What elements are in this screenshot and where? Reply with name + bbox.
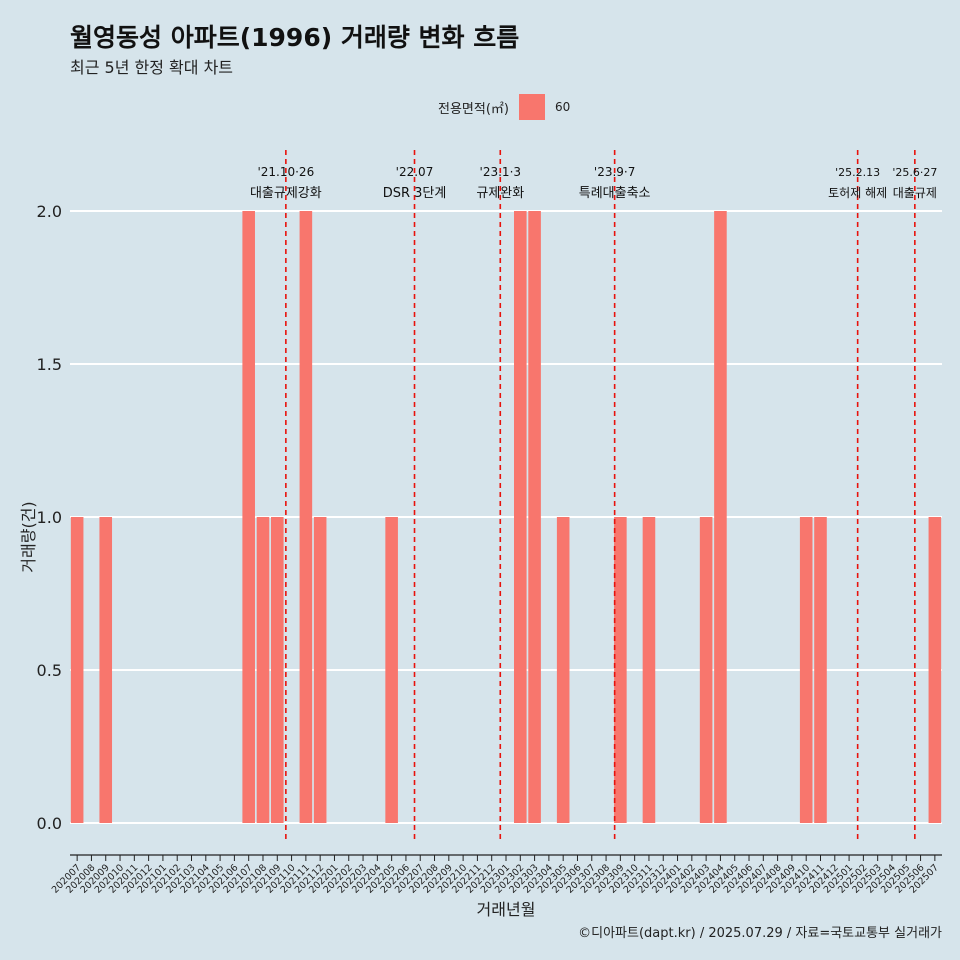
y-tick-label: 2.0 (37, 202, 62, 221)
x-axis-title: 거래년월 (477, 900, 536, 919)
bar (70, 517, 84, 823)
event-name-label: 대출규제 (893, 186, 937, 200)
chart-title: 월영동성 아파트(1996) 거래량 변화 흐름 (70, 23, 520, 52)
event-name-label: 토허제 해제 (828, 186, 887, 200)
legend-item-label: 60 (554, 100, 571, 114)
bar (385, 517, 398, 823)
legend-title: 전용면적(㎡) (438, 101, 509, 117)
y-tick-label: 1.5 (37, 355, 62, 374)
source-caption: ©디아파트(dapt.kr) / 2025.07.29 / 자료=국토교통부 실… (578, 926, 942, 941)
event-date-label: '21.10·26 (257, 165, 314, 179)
bar (299, 211, 313, 823)
bar (928, 517, 942, 823)
y-tick-label: 0.0 (37, 814, 62, 833)
bar (642, 517, 656, 823)
chart-subtitle: 최근 5년 한정 확대 차트 (70, 58, 234, 77)
bar (799, 517, 813, 823)
event-date-label: '23.1·3 (480, 165, 521, 179)
event-name-label: 규제완화 (476, 186, 524, 201)
event-name-label: 대출규제강화 (250, 186, 322, 201)
bar (699, 517, 713, 823)
event-date-label: '25.2.13 (835, 166, 880, 179)
event-name-label: 특례대출축소 (579, 186, 651, 201)
event-date-label: '22.07 (396, 165, 434, 179)
bar (556, 517, 570, 823)
event-date-label: '25.6·27 (892, 166, 937, 179)
legend-swatch (518, 94, 545, 120)
y-tick-label: 1.0 (37, 508, 62, 527)
bar (313, 517, 327, 823)
bar (256, 517, 270, 823)
bar (614, 517, 627, 823)
bar (242, 211, 255, 823)
bar (528, 211, 541, 823)
bar (514, 211, 527, 823)
y-tick-label: 0.5 (37, 661, 62, 680)
bar (814, 517, 827, 823)
bar (99, 517, 113, 823)
bar (270, 517, 284, 823)
event-date-label: '23.9·7 (594, 165, 635, 179)
legend: 전용면적(㎡) 60 (438, 94, 570, 120)
event-name-label: DSR 3단계 (383, 186, 447, 201)
bar (714, 211, 727, 823)
y-axis-title: 거래량(건) (19, 501, 38, 572)
